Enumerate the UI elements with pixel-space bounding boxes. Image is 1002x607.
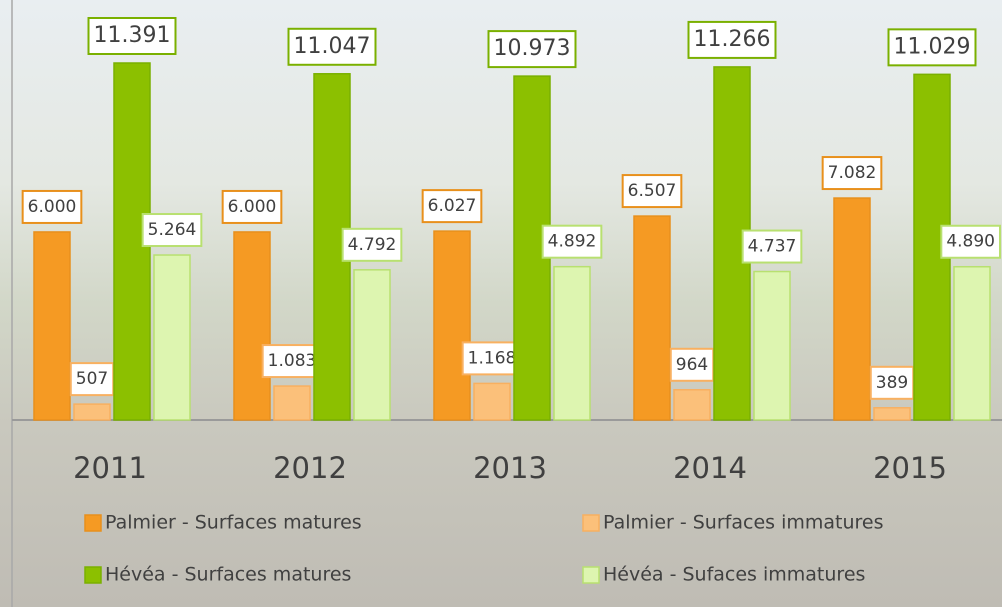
bar: [633, 215, 671, 421]
value-label-box: [87, 17, 177, 55]
bar: [353, 269, 391, 421]
value-label: 5.264: [148, 220, 197, 240]
value-label-box: [621, 174, 683, 209]
value-label-box: [887, 28, 977, 67]
value-label-box: [261, 344, 323, 379]
legend-swatch: [84, 566, 102, 584]
legend-swatch: [582, 514, 600, 532]
value-label-box: [69, 362, 115, 397]
value-label: 11.029: [894, 34, 971, 59]
value-label-box: [221, 189, 283, 224]
bar: [473, 382, 511, 421]
value-label-box: [669, 347, 715, 382]
value-label-box: [940, 224, 1001, 259]
value-label: 11.391: [94, 23, 171, 48]
legend-label: Hévéa - Sufaces immatures: [603, 564, 865, 586]
value-label: 1.083: [268, 351, 317, 371]
bar: [73, 403, 111, 421]
value-label: 4.890: [946, 232, 995, 252]
value-label-box: [141, 213, 203, 248]
value-label-box: [821, 156, 883, 191]
value-label: 1.168: [468, 348, 517, 368]
value-label-box: [287, 27, 377, 66]
bar: [433, 230, 471, 421]
bar: [233, 231, 271, 421]
legend-swatch: [84, 514, 102, 532]
legend-swatch: [582, 566, 600, 584]
value-label-box: [21, 189, 83, 224]
value-label-box: [687, 20, 777, 59]
value-label: 389: [876, 373, 908, 393]
bar: [553, 265, 591, 421]
bar: [833, 197, 871, 421]
value-label-box: [541, 224, 603, 259]
value-label: 4.892: [548, 232, 597, 252]
value-label: 4.792: [348, 235, 397, 255]
value-label: 6.507: [628, 181, 677, 201]
value-label: 4.737: [748, 237, 797, 257]
value-label: 964: [676, 355, 708, 375]
bar: [673, 389, 711, 421]
value-label: 11.266: [694, 27, 771, 52]
x-tick-label: 2013: [473, 451, 547, 485]
value-label: 10.973: [494, 36, 571, 61]
x-tick-label: 2012: [273, 451, 347, 485]
x-tick-label: 2015: [873, 451, 947, 485]
value-label: 11.047: [294, 34, 371, 59]
bar: [873, 407, 911, 421]
value-label: 6.000: [228, 197, 277, 217]
legend-label: Palmier - Surfaces matures: [105, 512, 362, 534]
value-label: 6.027: [428, 196, 477, 216]
value-label-box: [741, 229, 803, 264]
value-label: 7.082: [828, 163, 877, 183]
legend-label: Palmier - Surfaces immatures: [603, 512, 883, 534]
value-label: 507: [76, 369, 108, 389]
bar: [753, 270, 791, 421]
x-tick-label: 2014: [673, 451, 747, 485]
x-tick-label: 2011: [73, 451, 147, 485]
bar: [33, 231, 71, 421]
value-label-box: [341, 227, 403, 262]
bar: [273, 385, 311, 421]
value-label-box: [869, 365, 915, 400]
bar: [953, 265, 991, 421]
value-label-box: [421, 189, 483, 224]
value-label: 6.000: [28, 197, 77, 217]
bar: [153, 254, 191, 421]
value-label-box: [487, 30, 577, 69]
legend-label: Hévéa - Surfaces matures: [105, 564, 351, 586]
